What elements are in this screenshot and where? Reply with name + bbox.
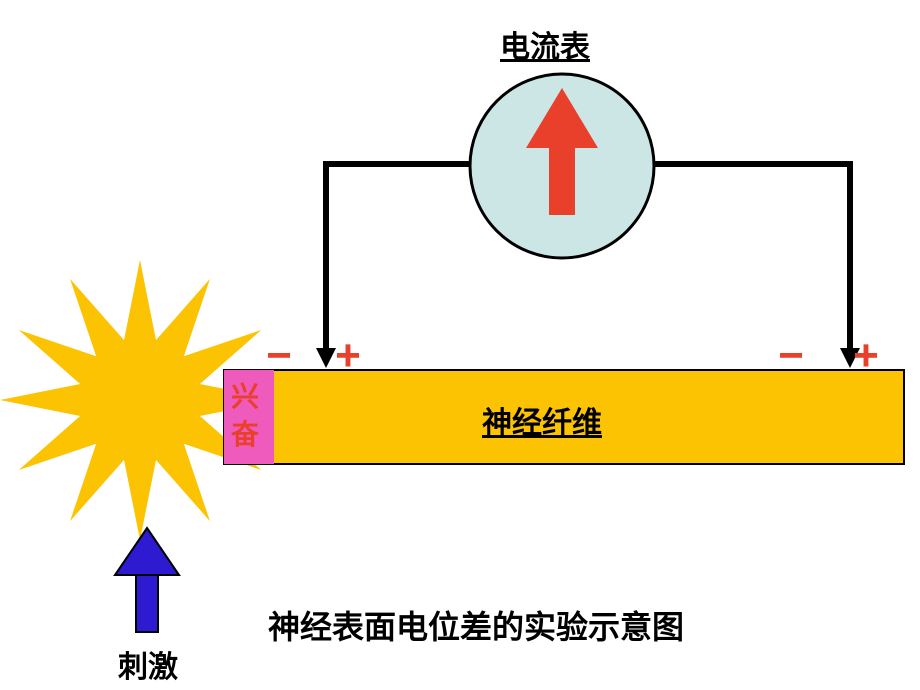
charge-symbol-3: + [853, 331, 879, 380]
galvanometer-label: 电流表 [500, 22, 590, 66]
wire-left-arrowhead [316, 348, 336, 368]
wire-right [648, 164, 850, 362]
excitation-label: 兴奋 [231, 378, 259, 454]
caption-label: 神经表面电位差的实验示意图 [268, 602, 684, 648]
stimulus-label: 刺激 [118, 642, 178, 686]
galvanometer-arrow-shaft [549, 140, 575, 215]
charge-symbol-0: − [266, 331, 292, 380]
stimulus-arrow-head [115, 528, 179, 575]
charge-symbol-2: − [778, 331, 804, 380]
diagram-canvas: −+−+ [0, 0, 920, 690]
stimulus-arrow-shaft [136, 570, 158, 632]
charge-symbol-1: + [335, 331, 361, 380]
nerve-fiber-label: 神经纤维 [482, 398, 602, 442]
